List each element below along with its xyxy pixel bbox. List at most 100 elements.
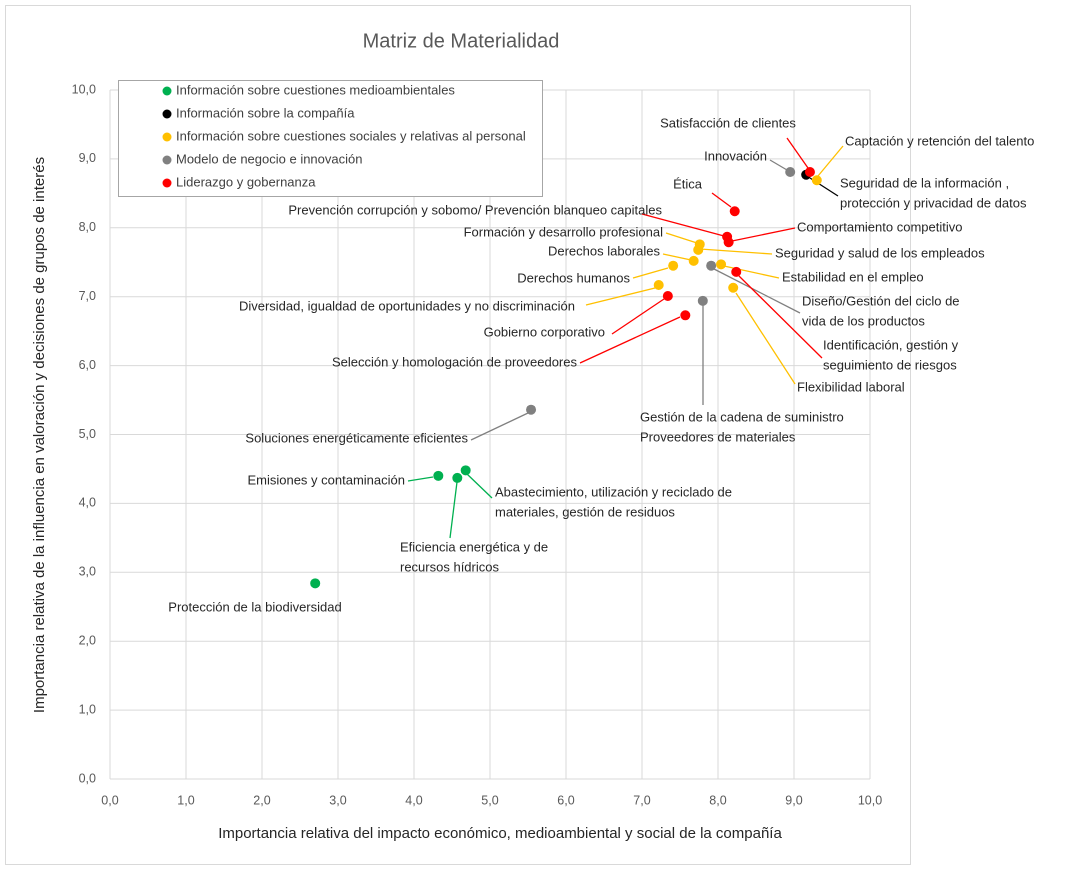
point-label: Formación y desarrollo profesional [464,224,664,239]
leader-line [407,476,434,482]
point [526,404,537,415]
point-label: Selección y homologación de proveedores [332,354,577,369]
legend-marker [162,155,172,165]
legend-label: Información sobre cuestiones medioambien… [176,82,455,97]
legend-label: Liderazgo y gobernanza [176,174,316,189]
leader-line [699,248,773,255]
x-tick-label: 3,0 [329,793,346,807]
point-label: Gestión de la cadena de suministro [640,409,844,424]
point-label: materiales, gestión de residuos [495,504,675,519]
point-label: Derechos humanos [517,270,630,285]
point-label: Emisiones y contaminación [247,472,405,487]
point [653,279,664,290]
point [723,237,734,248]
x-tick-label: 6,0 [557,793,574,807]
point-label: Estabilidad en el empleo [782,269,924,284]
leader-line [470,412,529,441]
point-label: Prevención corrupción y sobomo/ Prevenci… [288,202,662,217]
point-label: Diseño/Gestión del ciclo de [802,293,960,308]
point [452,472,463,483]
x-axis-label: Importancia relativa del impacto económi… [218,825,782,842]
point [688,255,699,266]
y-tick-label: 0,0 [79,771,96,785]
leader-line [466,473,493,499]
y-tick-label: 10,0 [72,82,96,96]
point-label: Captación y retención del talento [845,133,1034,148]
leader-line [738,275,823,359]
legend-marker [162,132,172,142]
point-label: vida de los productos [802,313,925,328]
point-label: recursos hídricos [400,559,499,574]
point [729,206,740,217]
point-label: Innovación [704,148,767,163]
leader-line [585,287,656,306]
point [716,259,727,270]
leader-line [817,145,844,177]
legend-label: Modelo de negocio e innovación [176,151,362,166]
y-tick-label: 7,0 [79,289,96,303]
point [785,166,796,177]
y-tick-label: 1,0 [79,702,96,716]
point-label: Soluciones energéticamente eficientes [245,430,468,445]
x-tick-label: 8,0 [709,793,726,807]
point-label: Diversidad, igualdad de oportunidades y … [239,298,575,313]
y-axis-label: Importancia relativa de la influencia en… [31,157,48,713]
chart-title: Matriz de Materialidad [363,30,560,52]
point [728,282,739,293]
legend-box [118,80,543,197]
point-label: Eficiencia energética y de [400,539,548,554]
leader-line [662,253,692,261]
leader-line [769,159,788,171]
point-label: Gobierno corporativo [484,324,605,339]
point [680,310,691,321]
point-label: Seguridad y salud de los empleados [775,245,985,260]
y-tick-label: 8,0 [79,220,96,234]
point-label: protección y privacidad de datos [840,195,1027,210]
point-label: Comportamiento competitivo [797,219,962,234]
x-tick-label: 0,0 [101,793,118,807]
point-label: Abastecimiento, utilización y reciclado … [495,484,732,499]
point-label: Derechos laborales [548,243,661,258]
x-tick-label: 2,0 [253,793,270,807]
point [693,244,704,255]
point-label: seguimiento de riesgos [823,357,957,372]
point [804,166,815,177]
legend-label: Información sobre cuestiones sociales y … [176,128,526,143]
leader-line [632,267,669,279]
point [731,266,742,277]
point-label: Ética [673,176,703,191]
leader-line [731,227,796,242]
legend-marker [162,109,172,119]
x-tick-label: 10,0 [858,793,882,807]
y-tick-label: 6,0 [79,358,96,372]
point [668,260,679,271]
leader-line [611,298,665,335]
y-tick-label: 4,0 [79,496,96,510]
x-tick-label: 4,0 [405,793,422,807]
leader-line [449,481,458,539]
point [310,578,321,589]
point [460,465,471,476]
x-tick-label: 9,0 [785,793,802,807]
leader-line [786,137,809,169]
leader-line [641,213,725,237]
legend-marker [162,178,172,188]
point [706,260,717,271]
point [811,175,822,186]
point-label: Flexibilidad laboral [797,379,905,394]
leader-line [735,292,796,385]
leader-line [665,232,698,244]
point-label: Proveedores de materiales [640,429,796,444]
legend-marker [162,86,172,96]
point-label: Identificación, gestión y [823,337,959,352]
point [662,291,673,302]
x-tick-label: 7,0 [633,793,650,807]
leader-line [713,268,801,314]
x-tick-label: 1,0 [177,793,194,807]
leader-line [711,192,732,208]
point [433,470,444,481]
y-tick-label: 5,0 [79,427,96,441]
x-tick-label: 5,0 [481,793,498,807]
